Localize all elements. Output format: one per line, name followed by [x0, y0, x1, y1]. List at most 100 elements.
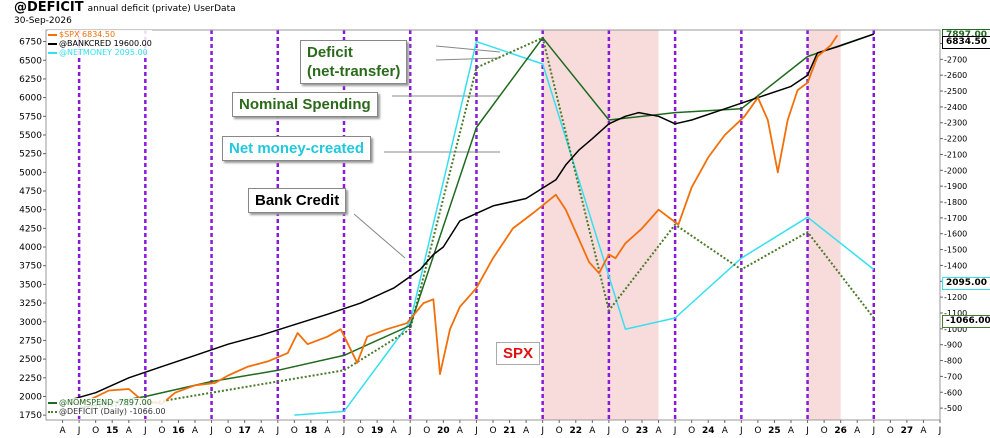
x-tick-label: 22 [570, 426, 583, 436]
right-tag-deficit: -1066.00 [942, 315, 990, 328]
callout-netmoney-text: Net money-created [229, 140, 365, 157]
right-tick-label: -1700 [944, 214, 967, 223]
legend-text: @DEFICIT (Daily) -1066.00 [59, 407, 166, 416]
x-tick-label: O [489, 426, 496, 436]
left-tick-label: 5250 [19, 150, 42, 160]
x-tick-label: A [589, 426, 596, 436]
x-tick-label: J [342, 426, 346, 436]
x-tick-label: A [788, 426, 795, 436]
x-tick-label: A [523, 426, 530, 436]
x-tick-label: J [607, 426, 611, 436]
left-tick-label: 3500 [19, 280, 42, 290]
plot-frame [45, 29, 941, 421]
callout-leader [435, 45, 501, 53]
right-tick-label: -2400 [944, 103, 967, 112]
left-tick-label: 3250 [19, 299, 42, 309]
callout-net-money: Net money-created [222, 136, 372, 161]
legend-entry-bankcred: @BANKCRED 19600.00 [48, 39, 152, 48]
x-tick-label: O [357, 426, 364, 436]
x-tick-label: 24 [702, 426, 715, 436]
x-tick-label: O [556, 426, 563, 436]
right-tick-label: -1200 [944, 293, 967, 302]
x-tick-label: 16 [172, 426, 185, 436]
x-tick-label: J [938, 426, 942, 436]
recession-band [807, 30, 841, 420]
right-tick-label: -1000 [944, 325, 967, 334]
x-tick-label: A [854, 426, 861, 436]
callout-leader [435, 57, 501, 61]
right-tick-label: -2200 [944, 135, 967, 144]
right-tick-label: -1100 [944, 309, 967, 318]
left-tick-label: 3000 [19, 318, 42, 328]
x-tick-label: O [158, 426, 165, 436]
right-tick-label: -2700 [944, 55, 967, 64]
x-tick-label: J [77, 426, 81, 436]
x-tick-label: 18 [305, 426, 318, 436]
x-tick-label: 15 [106, 426, 119, 436]
right-tag-spx: 6834.50 [942, 36, 990, 49]
x-tick-label: A [192, 426, 199, 436]
series-line-bankcred [68, 33, 875, 401]
plot-border [45, 29, 941, 421]
callout-deficit-text: Deficit (net-transfer) [307, 44, 401, 80]
right-axis: -500-600-700-800-900-1000-1100-1200-1300… [940, 39, 967, 413]
x-tick-label: A [457, 426, 464, 436]
right-tick-label: -800 [944, 357, 962, 366]
x-tick-label: J [275, 426, 279, 436]
callout-deficit: Deficit (net-transfer) [300, 40, 408, 84]
right-tick-label: -2600 [944, 71, 967, 80]
legend-entry-nomspend: @NOMSPEND -7897.00 [48, 398, 166, 407]
x-tick-label: J [143, 426, 147, 436]
legend-text: @BANKCRED 19600.00 [59, 39, 152, 48]
x-tick-label: J [673, 426, 677, 436]
x-tick-label: J [408, 426, 412, 436]
x-tick-label: J [209, 426, 213, 436]
legend-bottom: @NOMSPEND -7897.00 @DEFICIT (Daily) -106… [48, 398, 166, 416]
x-tick-label: J [474, 426, 478, 436]
recession-bands [542, 30, 841, 420]
left-tick-label: 5000 [19, 168, 42, 178]
series-lines [68, 33, 875, 416]
left-tick-label: 2750 [19, 336, 42, 346]
x-tick-label: 27 [901, 426, 914, 436]
x-tick-label: A [920, 426, 927, 436]
legend-entry-netmoney: @NETMONEY 2095.00 [48, 48, 152, 57]
date-label: 30-Sep-2026 [14, 16, 72, 26]
right-tag-netmoney: 2095.00 [942, 277, 990, 290]
right-tick-label: -1900 [944, 182, 967, 191]
right-tick-label: -2300 [944, 119, 967, 128]
x-tick-label: O [225, 426, 232, 436]
left-tick-label: 1750 [19, 411, 42, 421]
legend-entry-spx: $SPX 6834.50 [48, 30, 152, 39]
left-tick-label: 4500 [19, 206, 42, 216]
right-tick-label: -1600 [944, 230, 967, 239]
right-tick-label: -700 [944, 372, 962, 381]
x-tick-label: A [655, 426, 662, 436]
x-tick-label: O [754, 426, 761, 436]
callout-leader [353, 213, 406, 259]
right-tick-label: -500 [944, 404, 962, 413]
right-tick-label: -2500 [944, 87, 967, 96]
x-tick-label: 19 [371, 426, 384, 436]
callout-bank-credit: Bank Credit [248, 188, 347, 213]
x-tick-label: O [423, 426, 430, 436]
series-line-spx [69, 34, 839, 405]
series-line-deficitdaily [79, 36, 875, 409]
x-tick-label: J [540, 426, 544, 436]
callout-bank-text: Bank Credit [255, 192, 340, 209]
left-tick-label: 4750 [19, 187, 42, 197]
series-line-nomspend [78, 33, 875, 409]
legend-swatch [48, 51, 57, 54]
legend-text: @NOMSPEND -7897.00 [59, 398, 152, 407]
spx-annotation: SPX [496, 342, 541, 365]
recession-band [542, 30, 659, 420]
x-tick-label: 23 [636, 426, 649, 436]
x-tick-label: J [871, 426, 875, 436]
left-tick-label: 6000 [19, 94, 42, 104]
right-tick-label: -2100 [944, 150, 967, 159]
legend-top: $SPX 6834.50 @BANKCRED 19600.00 @NETMONE… [48, 30, 152, 57]
x-tick-label: A [258, 426, 265, 436]
x-axis: A J O 15 A J O 16 A J O 17 A J O 18 A J O 19 A J O 20 A J O 21 A J O 22… [59, 420, 941, 436]
left-tick-label: 6250 [19, 75, 42, 85]
